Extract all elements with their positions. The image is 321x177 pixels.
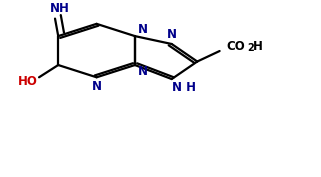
Text: 2: 2 bbox=[247, 43, 254, 53]
Text: N H: N H bbox=[172, 81, 196, 94]
Text: N: N bbox=[167, 28, 177, 41]
Text: N: N bbox=[138, 65, 148, 78]
Text: CO: CO bbox=[226, 40, 245, 53]
Text: HO: HO bbox=[18, 75, 38, 88]
Text: H: H bbox=[253, 40, 263, 53]
Text: N: N bbox=[138, 24, 148, 36]
Text: N: N bbox=[91, 80, 101, 93]
Text: NH: NH bbox=[50, 2, 70, 15]
